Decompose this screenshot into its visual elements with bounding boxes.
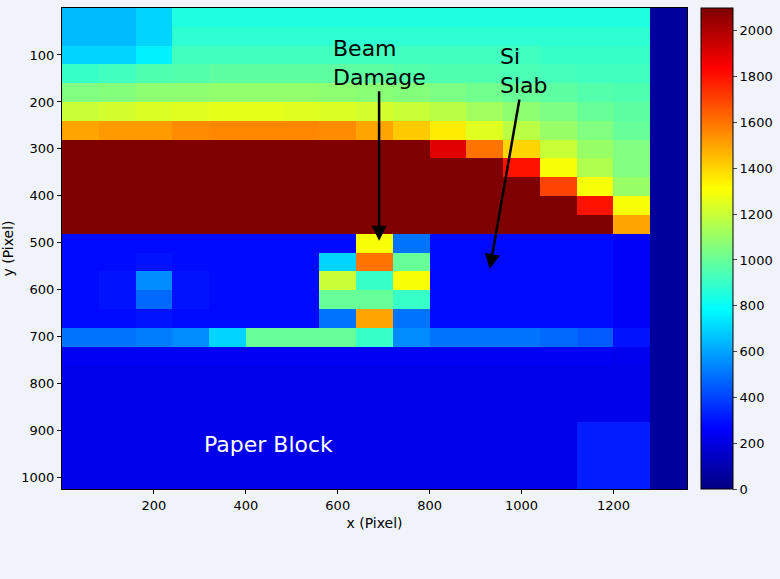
svg-text:600: 600 [325, 498, 350, 513]
svg-text:200: 200 [740, 436, 765, 451]
svg-text:1200: 1200 [740, 207, 773, 222]
svg-text:y (Pixel): y (Pixel) [0, 220, 16, 276]
svg-text:900: 900 [30, 423, 55, 438]
svg-text:500: 500 [30, 235, 55, 250]
svg-text:800: 800 [417, 498, 442, 513]
svg-text:1800: 1800 [740, 69, 773, 84]
svg-text:800: 800 [740, 298, 765, 313]
svg-text:1600: 1600 [740, 115, 773, 130]
svg-text:Paper Block: Paper Block [204, 432, 333, 457]
svg-text:SiSlab: SiSlab [500, 44, 548, 98]
svg-text:1000: 1000 [505, 498, 538, 513]
svg-text:2000: 2000 [740, 23, 773, 38]
svg-text:700: 700 [30, 329, 55, 344]
svg-text:400: 400 [233, 498, 258, 513]
svg-text:600: 600 [740, 344, 765, 359]
svg-text:200: 200 [141, 498, 166, 513]
svg-text:300: 300 [30, 141, 55, 156]
svg-text:1400: 1400 [740, 161, 773, 176]
svg-text:0: 0 [740, 482, 748, 497]
svg-text:800: 800 [30, 376, 55, 391]
svg-text:1000: 1000 [21, 470, 54, 485]
svg-text:1200: 1200 [597, 498, 630, 513]
svg-text:x (Pixel): x (Pixel) [346, 515, 402, 531]
svg-text:BeamDamage: BeamDamage [333, 36, 426, 90]
svg-text:1000: 1000 [740, 253, 773, 268]
svg-text:400: 400 [30, 188, 55, 203]
svg-text:600: 600 [30, 282, 55, 297]
svg-text:200: 200 [30, 95, 55, 110]
svg-text:100: 100 [30, 48, 55, 63]
svg-text:400: 400 [740, 390, 765, 405]
